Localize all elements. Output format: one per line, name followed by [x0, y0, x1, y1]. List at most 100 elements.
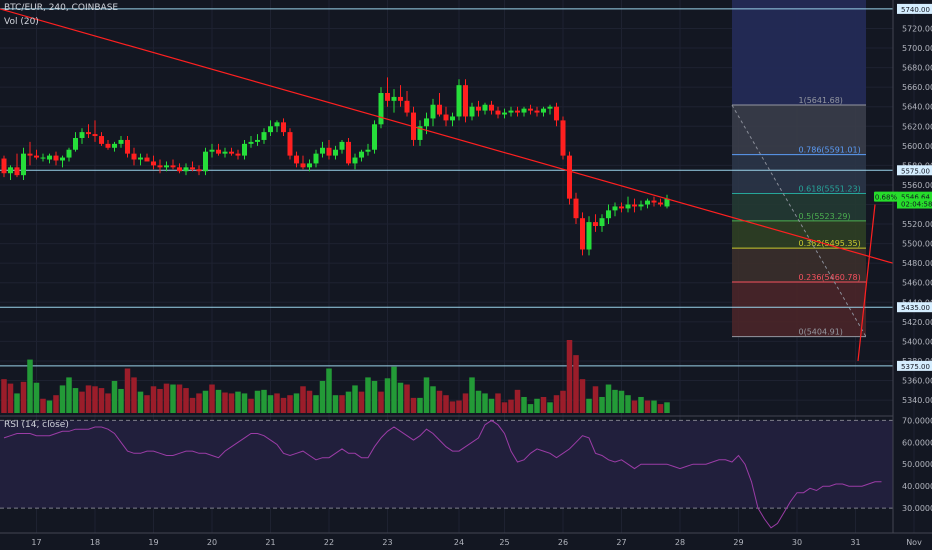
volume-bar: [131, 377, 137, 413]
volume-bar: [417, 397, 423, 413]
candle-body: [632, 204, 637, 207]
candle-body: [209, 149, 215, 152]
rsi-tick-label: 40.0000: [902, 482, 932, 491]
candle-body: [47, 155, 52, 160]
volume-bar: [248, 398, 254, 413]
candle-body: [40, 157, 46, 159]
volume-bar: [228, 393, 235, 413]
rsi-tick-label: 50.0000: [902, 460, 932, 469]
candle-body: [385, 93, 390, 101]
price-tag-text: 5546.64: [901, 194, 930, 202]
change-percent-text: 0.68%: [875, 194, 898, 202]
volume-bar: [287, 395, 293, 413]
candle-body: [196, 169, 202, 172]
candle-body: [157, 165, 163, 168]
volume-bar: [14, 393, 20, 413]
price-tag-text: 5740.00: [901, 6, 930, 14]
candle-body: [79, 132, 85, 138]
candle-body: [1, 158, 7, 174]
fib-zone: [732, 220, 866, 249]
candle-body: [177, 167, 182, 172]
volume-bar: [241, 393, 248, 413]
candle-body: [528, 108, 533, 111]
volume-bar: [469, 377, 475, 413]
volume-bar: [150, 386, 157, 413]
price-tag: [897, 165, 932, 176]
candle-body: [112, 143, 117, 148]
volume-bar: [280, 397, 287, 413]
candle-body: [534, 110, 540, 113]
candle-body: [664, 198, 670, 207]
volume-bar: [475, 390, 482, 413]
volume-bar: [59, 385, 66, 413]
time-tick-label: 17: [31, 538, 41, 547]
fib-zone: [732, 105, 866, 155]
time-tick-label: 25: [499, 538, 509, 547]
horizontal-levels[interactable]: [0, 8, 893, 367]
price-tick-label: 5620.00: [902, 122, 932, 131]
candle-body: [118, 139, 124, 144]
candle-body: [469, 106, 475, 117]
fib-zone: [732, 193, 866, 221]
fib-level-label: 0.5(5523.29): [799, 212, 851, 221]
fib-zone: [732, 248, 866, 282]
volume-bar: [508, 399, 514, 413]
candle-body: [554, 106, 559, 121]
candle-body: [547, 106, 553, 109]
price-tick-label: 5660.00: [902, 83, 932, 92]
candle-body: [73, 137, 78, 150]
time-tick-label: 23: [382, 538, 392, 547]
candle-body: [131, 153, 137, 160]
volume-bar: [267, 395, 274, 413]
volume-bar: [365, 377, 371, 413]
candle-body: [151, 161, 156, 166]
volume-bar: [352, 385, 358, 413]
volume-indicator-label: Vol (20): [4, 17, 39, 27]
candle-body: [216, 149, 221, 154]
volume-bar: [566, 340, 573, 413]
candle-body: [346, 141, 351, 164]
candle-body: [307, 163, 312, 168]
volume-bar: [618, 390, 625, 413]
time-tick-label: 27: [616, 538, 626, 547]
candle-body: [658, 202, 663, 205]
volume-bar: [625, 395, 631, 413]
volume-bar: [111, 380, 118, 413]
candle-body: [450, 116, 455, 121]
volume-bar: [638, 396, 644, 413]
rsi-pane: [0, 415, 893, 529]
volume-bar: [391, 366, 397, 413]
candle-body: [430, 104, 436, 119]
time-tick-label: 30: [792, 538, 802, 547]
change-percent-tag: [874, 191, 898, 202]
time-tick-label: Nov: [906, 538, 922, 547]
price-tag: [897, 360, 932, 371]
candle-body: [593, 222, 598, 227]
time-tick-label: 24: [454, 538, 464, 547]
candle-body: [619, 206, 624, 209]
volume-bar: [547, 402, 553, 413]
volume-bar: [202, 390, 209, 413]
candle-body: [21, 153, 26, 176]
volume-bar: [612, 389, 618, 413]
drawings[interactable]: [0, 8, 894, 362]
time-tick-label: 19: [148, 538, 158, 547]
candle-body: [398, 96, 403, 101]
volume-bar: [46, 400, 53, 413]
time-tick-label: 22: [324, 538, 334, 547]
time-tick-label: 31: [850, 538, 860, 547]
time-tick-label: 26: [558, 538, 568, 547]
candle-body: [326, 147, 332, 156]
fib-zone: [732, 281, 866, 337]
candle-body: [404, 100, 410, 113]
candle-body: [638, 204, 644, 207]
price-tick-label: 5400.00: [902, 337, 932, 346]
time-tick-label: 21: [265, 538, 275, 547]
candle-body: [502, 112, 507, 115]
fib-extension-zone: [732, 0, 866, 106]
volume-bar: [384, 378, 391, 413]
volume-bar: [306, 390, 313, 413]
